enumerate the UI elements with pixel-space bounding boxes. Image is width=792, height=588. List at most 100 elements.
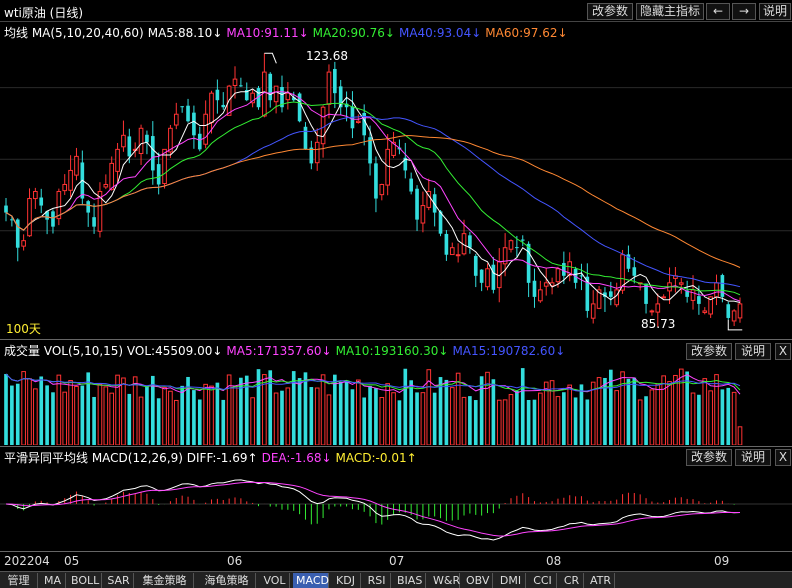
volume-bar-down	[720, 389, 725, 445]
hide-main-indicator-button[interactable]: 隐藏主指标	[636, 3, 704, 20]
volume-bar-down	[244, 375, 249, 445]
volume-bar-down	[45, 385, 49, 445]
macd-help-button[interactable]: 说明	[735, 449, 771, 466]
vol-ma10-legend: MA10:193160.30↓	[335, 344, 449, 358]
volume-bar-down	[491, 379, 496, 445]
change-params-button[interactable]: 改参数	[587, 3, 633, 20]
tab-cr[interactable]: CR	[560, 573, 584, 588]
candle-up	[502, 247, 508, 265]
x-axis-label: 05	[64, 554, 80, 568]
volume-bar-up	[538, 392, 543, 445]
volume-bar-down	[86, 372, 91, 445]
tab-manage[interactable]: 管理	[0, 573, 38, 588]
candle-down	[239, 85, 243, 87]
volume-bar-up	[508, 394, 514, 445]
tab-vol[interactable]: VOL	[260, 573, 290, 588]
vol-ma5-legend: MA5:171357.60↓	[226, 344, 332, 358]
candle-up	[33, 191, 38, 200]
macd-chart[interactable]	[0, 464, 792, 550]
candle-up	[56, 191, 62, 220]
volume-bar-down	[350, 389, 355, 445]
macd-close-button[interactable]: X	[775, 449, 791, 466]
volume-bar-down	[180, 385, 184, 445]
volume-bar-up	[320, 374, 326, 445]
volume-bar-up	[27, 378, 32, 445]
volume-bar-up	[737, 426, 743, 445]
dea-legend: DEA:-1.68↓	[261, 451, 332, 465]
candle-up	[455, 254, 461, 257]
volume-bar-down	[632, 377, 637, 445]
x-axis-label: 07	[389, 554, 405, 568]
volume-bar-up	[673, 374, 678, 445]
macd-legend-title: 平滑异同平均线 MACD(12,26,9) DIFF:-1.69↑	[4, 451, 258, 465]
tab-turtle-strategy[interactable]: 海龟策略	[198, 573, 256, 588]
tab-bias[interactable]: BIAS	[394, 573, 426, 588]
volume-bar-down	[192, 390, 196, 445]
volume-bar-down	[473, 400, 478, 445]
tab-atr[interactable]: ATR	[587, 573, 615, 588]
volume-bar-down	[92, 396, 96, 445]
volume-bar-down	[197, 399, 202, 445]
vol-change-params-button[interactable]: 改参数	[686, 343, 732, 360]
volume-bar-up	[555, 396, 561, 445]
candle-up	[109, 162, 115, 190]
volume-bar-up	[420, 392, 426, 445]
volume-bar-up	[731, 391, 737, 445]
volume-bar-up	[708, 390, 713, 445]
tab-dmi[interactable]: DMI	[496, 573, 526, 588]
volume-bar-up	[68, 380, 73, 445]
tab-wr[interactable]: W&R	[430, 573, 460, 588]
tab-obv[interactable]: OBV	[463, 573, 493, 588]
candle-up	[538, 289, 543, 302]
candle-up	[115, 148, 120, 172]
volume-bar-up	[273, 392, 279, 445]
candle-down	[473, 255, 478, 276]
next-arrow-button[interactable]: →	[732, 3, 756, 20]
volume-bar-down	[10, 385, 14, 445]
volume-bar-up	[21, 371, 26, 445]
tab-jijin-strategy[interactable]: 集金策略	[136, 573, 194, 588]
volume-chart[interactable]	[0, 358, 792, 445]
ma-line-ma60	[5, 135, 741, 268]
volume-bar-up	[426, 369, 432, 445]
volume-bar-up	[162, 387, 167, 445]
help-button[interactable]: 说明	[759, 3, 791, 20]
candle-up	[168, 127, 173, 153]
volume-bar-up	[121, 377, 126, 445]
candle-down	[197, 133, 202, 150]
candle-down	[92, 217, 96, 227]
candle-up	[620, 254, 625, 291]
indicator-tab-bar: 管理 MA BOLL SAR 集金策略 海龟策略 VOL MACD KDJ RS…	[0, 571, 792, 588]
tab-macd[interactable]: MACD	[293, 573, 329, 588]
candle-down	[186, 105, 190, 122]
high-price-label: 123.68	[306, 49, 348, 63]
vol-close-button[interactable]: X	[775, 343, 791, 360]
tab-boll[interactable]: BOLL	[68, 573, 102, 588]
tab-rsi[interactable]: RSI	[363, 573, 391, 588]
tab-ma[interactable]: MA	[40, 573, 66, 588]
price-chart[interactable]	[0, 40, 792, 338]
prev-arrow-button[interactable]: ←	[706, 3, 730, 20]
volume-bar-down	[520, 368, 525, 445]
high-marker	[264, 52, 277, 64]
candle-down	[215, 89, 220, 101]
volume-bar-down	[39, 376, 44, 445]
tab-cci[interactable]: CCI	[529, 573, 557, 588]
volume-bar-up	[714, 374, 719, 445]
ma-line-ma20	[5, 101, 741, 296]
candle-up	[385, 148, 391, 186]
volume-bar-down	[526, 399, 531, 445]
volume-bar-up	[173, 399, 179, 445]
candle-down	[338, 86, 343, 108]
vol-ma15-legend: MA15:190782.60↓	[452, 344, 566, 358]
tab-kdj[interactable]: KDJ	[331, 573, 361, 588]
volume-bar-up	[649, 389, 655, 445]
volume-bar-up	[232, 386, 238, 445]
candle-down	[438, 211, 443, 234]
vol-help-button[interactable]: 说明	[735, 343, 771, 360]
macd-change-params-button[interactable]: 改参数	[686, 449, 732, 466]
volume-bar-down	[51, 392, 55, 445]
candle-down	[608, 291, 613, 297]
volume-bar-up	[461, 396, 467, 445]
tab-sar[interactable]: SAR	[104, 573, 134, 588]
